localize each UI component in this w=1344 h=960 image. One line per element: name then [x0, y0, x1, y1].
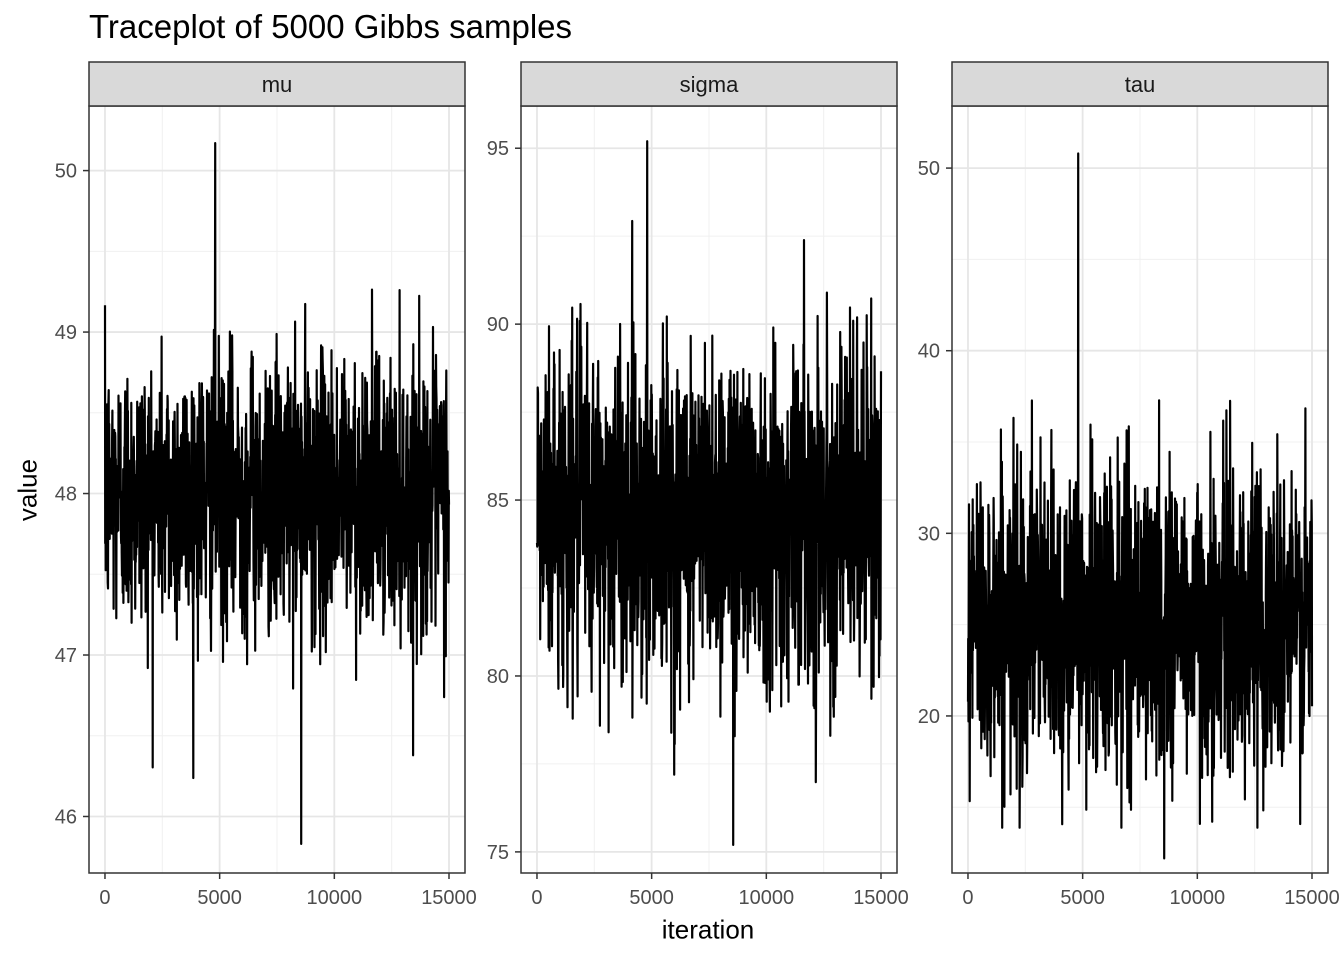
facet-strip — [88, 61, 466, 107]
x-tick-label: 5000 — [1060, 887, 1105, 909]
facet-label-sigma: sigma — [680, 72, 739, 97]
y-tick-label: 85 — [487, 490, 509, 512]
x-tick-label: 10000 — [307, 887, 363, 909]
chart-title: Traceplot of 5000 Gibbs samples — [89, 8, 573, 45]
y-tick-label: 20 — [918, 706, 940, 728]
y-tick-label: 40 — [918, 341, 940, 363]
x-tick-label: 5000 — [197, 887, 242, 909]
x-tick-label: 15000 — [853, 887, 909, 909]
trace-line-mu — [103, 142, 451, 845]
y-tick-label: 50 — [918, 158, 940, 180]
x-tick-label: 5000 — [629, 887, 674, 909]
y-tick-label: 75 — [487, 842, 509, 864]
panel-sigma: sigma 75 80 85 90 95 0 5000 10000 15000 — [487, 61, 909, 909]
facet-strip — [951, 61, 1329, 107]
x-tick-label: 10000 — [739, 887, 795, 909]
y-tick-label: 47 — [55, 645, 77, 667]
panel-mu: mu 46 47 48 49 50 0 5000 10000 15000 — [55, 61, 477, 909]
y-tick-label: 48 — [55, 484, 77, 506]
x-tick-label: 15000 — [421, 887, 477, 909]
x-tick-label: 0 — [99, 887, 110, 909]
facet-strip — [520, 61, 898, 107]
trace-line-tau — [966, 152, 1314, 860]
y-tick-label: 49 — [55, 322, 77, 344]
y-tick-label: 95 — [487, 138, 509, 160]
x-tick-label: 10000 — [1170, 887, 1226, 909]
x-tick-label: 0 — [531, 887, 542, 909]
x-tick-label: 0 — [962, 887, 973, 909]
facet-label-tau: tau — [1125, 72, 1156, 97]
x-axis-label: iteration — [661, 914, 755, 945]
trace-line-sigma — [535, 140, 883, 846]
y-tick-label: 80 — [487, 666, 509, 688]
y-tick-label: 46 — [55, 806, 77, 828]
panel-tau: tau 20 30 40 50 0 5000 10000 15000 — [918, 61, 1340, 909]
facet-label-mu: mu — [262, 72, 293, 97]
y-tick-label: 50 — [55, 161, 77, 183]
y-tick-label: 90 — [487, 314, 509, 336]
x-tick-label: 15000 — [1284, 887, 1340, 909]
y-tick-label: 30 — [918, 523, 940, 545]
